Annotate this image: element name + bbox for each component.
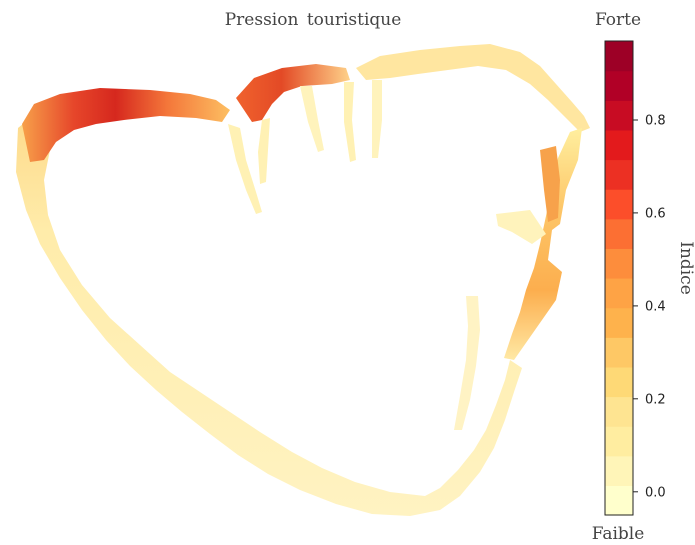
legend-color-bar <box>605 41 633 516</box>
legend-tick-label: 0.4 <box>645 299 666 314</box>
zone-northwest-bay <box>22 88 230 162</box>
zone-east-creek <box>496 210 546 244</box>
legend-ticks: 0.0 0.2 0.4 0.6 0.8 <box>633 114 666 501</box>
legend-color-step <box>605 219 633 249</box>
legend-color-step <box>605 337 633 367</box>
zone-creek-d <box>344 82 356 162</box>
legend-tick-label: 0.0 <box>645 485 666 500</box>
legend-tick-label: 0.6 <box>645 206 666 221</box>
zone-northeast-arm <box>356 44 590 132</box>
legend-tick-label: 0.2 <box>645 392 666 407</box>
zone-southeast-channel <box>454 296 480 430</box>
legend-color-step <box>605 397 633 427</box>
legend-color-step <box>605 248 633 278</box>
zone-east-pocket <box>540 146 560 222</box>
legend-color-step <box>605 100 633 130</box>
territory-outline <box>16 44 590 516</box>
legend-tick-label: 0.8 <box>645 114 666 129</box>
legend-color-step <box>605 71 633 101</box>
legend-color-step <box>605 189 633 219</box>
zone-creek-e <box>372 80 382 158</box>
legend-color-step <box>605 130 633 160</box>
zone-creek-c <box>300 86 324 152</box>
legend-color-step <box>605 426 633 456</box>
legend-color-step <box>605 367 633 397</box>
legend-color-step <box>605 485 633 515</box>
zone-west-coast <box>16 110 522 516</box>
zone-creek-a <box>228 124 262 214</box>
legend-title: Indice <box>676 223 695 313</box>
legend-color-step <box>605 456 633 486</box>
legend-color-step <box>605 41 633 71</box>
zone-creek-b <box>258 118 270 184</box>
legend-bottom-label: Faible <box>574 524 662 544</box>
legend-color-step <box>605 308 633 338</box>
color-legend: 0.0 0.2 0.4 0.6 0.8 <box>560 0 680 545</box>
legend-color-step <box>605 278 633 308</box>
zone-north-spit <box>236 64 350 122</box>
legend-color-step <box>605 160 633 190</box>
